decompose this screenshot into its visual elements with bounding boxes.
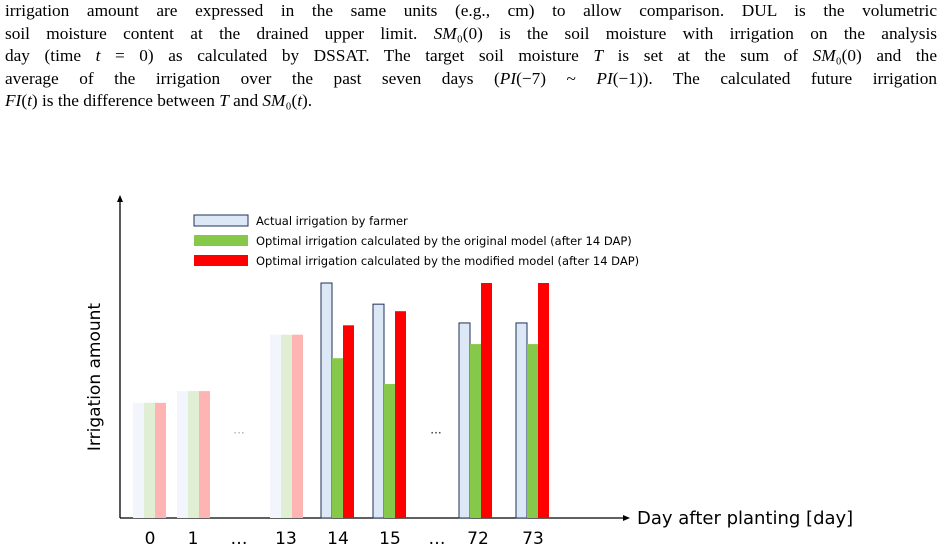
bar-1-series-1 (177, 391, 188, 518)
legend-swatch-1 (193, 214, 249, 227)
bar-73-series-1 (515, 322, 528, 519)
bar-13-series-1 (270, 334, 281, 518)
bar-0-series-3 (155, 402, 166, 518)
bar-15-series-2 (384, 384, 395, 518)
bar-72-series-3 (481, 283, 492, 518)
plot-ellipsis: ··· (430, 426, 441, 440)
x-tick-label: 72 (467, 529, 489, 549)
bar-72-series-1 (458, 322, 471, 519)
bar-0-series-2 (144, 402, 155, 518)
x-tick-label: … (231, 529, 248, 549)
paragraph-line-2: soil moisture content at the drained upp… (5, 23, 937, 43)
paragraph-line-1: irrigation amount are expressed in the s… (5, 1, 937, 20)
legend-label-3: Optimal irrigation calculated by the mod… (256, 254, 639, 268)
y-axis-label: Irrigation amount (85, 303, 105, 452)
bar-1-series-2 (188, 391, 199, 518)
x-tick-label: 15 (379, 529, 401, 549)
x-tick-label: … (429, 529, 446, 549)
bar-15-series-3 (395, 311, 406, 518)
bar-13-series-3 (292, 334, 303, 518)
x-axis-label: Day after planting [day] (637, 508, 853, 529)
x-axis-arrow (623, 515, 630, 521)
x-tick-label: 1 (188, 529, 199, 549)
bar-73-series-2 (527, 344, 538, 518)
x-tick-label: 73 (522, 529, 544, 549)
chart-legend: Actual irrigation by farmer Optimal irrig… (193, 214, 639, 268)
chart-bars: ··· ··· (133, 282, 549, 519)
legend-swatch-3 (194, 255, 248, 266)
chart-tick-labels: 0 1 … 13 14 15 … 72 73 (145, 529, 544, 549)
bar-15-series-1 (372, 303, 385, 519)
y-axis-arrow (117, 195, 123, 202)
plot-ellipsis: ··· (233, 426, 244, 440)
bar-14-series-1 (320, 282, 333, 519)
bar-14-series-3 (343, 325, 354, 518)
x-tick-label: 0 (145, 529, 156, 549)
body-paragraph: irrigation amount are expressed in the s… (5, 0, 937, 113)
bar-1-series-3 (199, 391, 210, 518)
bar-0-series-1 (133, 402, 144, 518)
bar-73-series-3 (538, 283, 549, 518)
bar-14-series-2 (332, 358, 343, 518)
paragraph-line-3: day (time t = 0) as calculated by DSSAT.… (5, 46, 937, 65)
legend-label-2: Optimal irrigation calculated by the ori… (256, 234, 632, 248)
x-tick-label: 13 (275, 529, 297, 549)
legend-label-1: Actual irrigation by farmer (256, 214, 408, 228)
bar-72-series-2 (470, 344, 481, 518)
paragraph-line-4: average of the irrigation over the past … (5, 68, 937, 88)
legend-swatch-2 (194, 235, 248, 246)
bar-13-series-2 (281, 334, 292, 518)
x-tick-label: 14 (327, 529, 349, 549)
paragraph-line-5: FI(t) is the difference between T and SM… (5, 91, 313, 110)
